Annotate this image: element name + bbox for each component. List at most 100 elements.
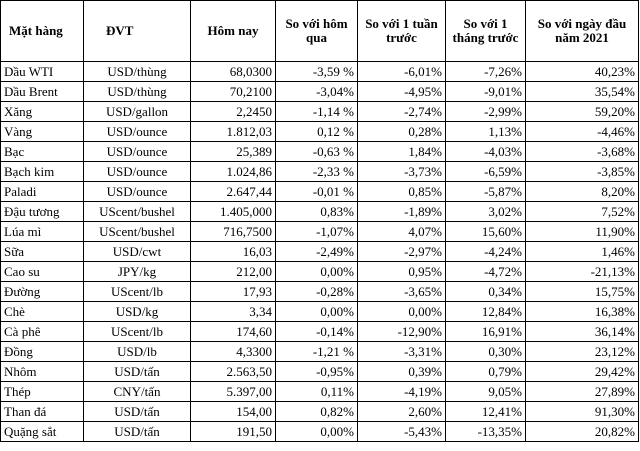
vs-year-start-cell: 20,82%: [525, 421, 639, 442]
commodity-cell: Paladi: [0, 181, 84, 202]
table-row: Cà phê UScent/lb 174,60 -0,14% -12,90% 16,91%…: [0, 321, 639, 342]
unit-cell: USD/lb: [83, 341, 191, 362]
vs-month-cell: -7,26%: [445, 61, 526, 82]
vs-year-start-cell: 59,20%: [525, 101, 639, 122]
vs-month-cell: -4,24%: [445, 241, 526, 262]
today-cell: 174,60: [190, 321, 276, 342]
table-row: Bạc USD/ounce 25,389 -0,63 % 1,84% -4,03% -3,6…: [0, 141, 639, 162]
unit-cell: USD/ounce: [83, 161, 191, 182]
commodity-cell: Cà phê: [0, 321, 84, 342]
unit-cell: USD/ounce: [83, 121, 191, 142]
vs-year-start-cell: 40,23%: [525, 61, 639, 82]
vs-week-cell: -1,89%: [357, 201, 446, 222]
header-vs-yesterday: So với hôm qua: [275, 0, 358, 62]
vs-year-start-cell: 8,20%: [525, 181, 639, 202]
vs-year-start-cell: 29,42%: [525, 361, 639, 382]
vs-year-start-cell: 27,89%: [525, 381, 639, 402]
vs-month-cell: 0,30%: [445, 341, 526, 362]
unit-cell: USD/thùng: [83, 81, 191, 102]
today-cell: 4,3300: [190, 341, 276, 362]
today-cell: 16,03: [190, 241, 276, 262]
commodity-cell: Lúa mì: [0, 221, 84, 242]
unit-cell: USD/cwt: [83, 241, 191, 262]
vs-month-cell: 9,05%: [445, 381, 526, 402]
commodity-cell: Than đá: [0, 401, 84, 422]
today-cell: 68,0300: [190, 61, 276, 82]
table-row: Đậu tương UScent/bushel 1.405,000 0,83% -1,8…: [0, 201, 639, 222]
vs-yesterday-cell: 0,12 %: [275, 121, 358, 142]
table-row: Than đá USD/tấn 154,00 0,82% 2,60% 12,41% 91,3…: [0, 401, 639, 422]
vs-yesterday-cell: -0,28%: [275, 281, 358, 302]
commodity-cell: Bạch kim: [0, 161, 84, 182]
vs-year-start-cell: -3,85%: [525, 161, 639, 182]
vs-yesterday-cell: -0,01 %: [275, 181, 358, 202]
vs-month-cell: 1,13%: [445, 121, 526, 142]
table-row: Xăng USD/gallon 2,2450 -1,14 % -2,74% -2,99% 5…: [0, 101, 639, 122]
vs-week-cell: -4,19%: [357, 381, 446, 402]
unit-cell: UScent/lb: [83, 281, 191, 302]
unit-cell: USD/thùng: [83, 61, 191, 82]
vs-month-cell: -4,72%: [445, 261, 526, 282]
vs-yesterday-cell: -1,14 %: [275, 101, 358, 122]
unit-cell: USD/gallon: [83, 101, 191, 122]
header-today: Hôm nay: [190, 0, 276, 62]
vs-yesterday-cell: 0,11%: [275, 381, 358, 402]
commodity-cell: Xăng: [0, 101, 84, 122]
table-row: Cao su JPY/kg 212,00 0,00% 0,95% -4,72% -21,13…: [0, 261, 639, 282]
vs-yesterday-cell: 0,00%: [275, 261, 358, 282]
today-cell: 1.405,000: [190, 201, 276, 222]
vs-month-cell: -9,01%: [445, 81, 526, 102]
unit-cell: USD/ounce: [83, 181, 191, 202]
table-row: Đồng USD/lb 4,3300 -1,21 % -3,31% 0,30% 23,12%: [0, 341, 639, 362]
today-cell: 212,00: [190, 261, 276, 282]
vs-week-cell: -3,65%: [357, 281, 446, 302]
today-cell: 25,389: [190, 141, 276, 162]
vs-month-cell: 0,34%: [445, 281, 526, 302]
table-row: Paladi USD/ounce 2.647,44 -0,01 % 0,85% -5,87…: [0, 181, 639, 202]
vs-week-cell: -5,43%: [357, 421, 446, 442]
vs-year-start-cell: 91,30%: [525, 401, 639, 422]
today-cell: 1.024,86: [190, 161, 276, 182]
commodity-cell: Quặng sắt: [0, 421, 84, 442]
vs-year-start-cell: -21,13%: [525, 261, 639, 282]
table-row: Lúa mì UScent/bushel 716,7500 -1,07% 4,07% 15…: [0, 221, 639, 242]
table-row: Sữa USD/cwt 16,03 -2,49% -2,97% -4,24% 1,46%: [0, 241, 639, 262]
today-cell: 70,2100: [190, 81, 276, 102]
commodity-cell: Chè: [0, 301, 84, 322]
table-row: Dầu Brent USD/thùng 70,2100 -3,04% -4,95% -9,…: [0, 81, 639, 102]
header-commodity: Mặt hàng: [0, 0, 84, 62]
today-cell: 17,93: [190, 281, 276, 302]
header-vs-month: So với 1 tháng trước: [445, 0, 526, 62]
today-cell: 5.397,00: [190, 381, 276, 402]
header-vs-year-start: So với ngày đầu năm 2021: [525, 0, 639, 62]
today-cell: 1.812,03: [190, 121, 276, 142]
today-cell: 2.563,50: [190, 361, 276, 382]
unit-cell: UScent/lb: [83, 321, 191, 342]
commodity-cell: Bạc: [0, 141, 84, 162]
vs-yesterday-cell: -2,33 %: [275, 161, 358, 182]
unit-cell: USD/ounce: [83, 141, 191, 162]
vs-year-start-cell: 7,52%: [525, 201, 639, 222]
vs-week-cell: -12,90%: [357, 321, 446, 342]
commodity-cell: Đường: [0, 281, 84, 302]
table-row: Chè USD/kg 3,34 0,00% 0,00% 12,84% 16,38%: [0, 301, 639, 322]
header-vs-week: So với 1 tuần trước: [357, 0, 446, 62]
vs-week-cell: 0,85%: [357, 181, 446, 202]
vs-yesterday-cell: 0,00%: [275, 301, 358, 322]
vs-yesterday-cell: -1,07%: [275, 221, 358, 242]
vs-yesterday-cell: -2,49%: [275, 241, 358, 262]
unit-cell: JPY/kg: [83, 261, 191, 282]
vs-week-cell: 0,28%: [357, 121, 446, 142]
commodity-cell: Đồng: [0, 341, 84, 362]
vs-week-cell: 2,60%: [357, 401, 446, 422]
today-cell: 716,7500: [190, 221, 276, 242]
vs-month-cell: -4,03%: [445, 141, 526, 162]
vs-week-cell: 0,95%: [357, 261, 446, 282]
vs-year-start-cell: -4,46%: [525, 121, 639, 142]
vs-week-cell: -2,74%: [357, 101, 446, 122]
table-row: Vàng USD/ounce 1.812,03 0,12 % 0,28% 1,13% -4,…: [0, 121, 639, 142]
vs-month-cell: -2,99%: [445, 101, 526, 122]
vs-week-cell: 1,84%: [357, 141, 446, 162]
vs-month-cell: -5,87%: [445, 181, 526, 202]
vs-yesterday-cell: -1,21 %: [275, 341, 358, 362]
